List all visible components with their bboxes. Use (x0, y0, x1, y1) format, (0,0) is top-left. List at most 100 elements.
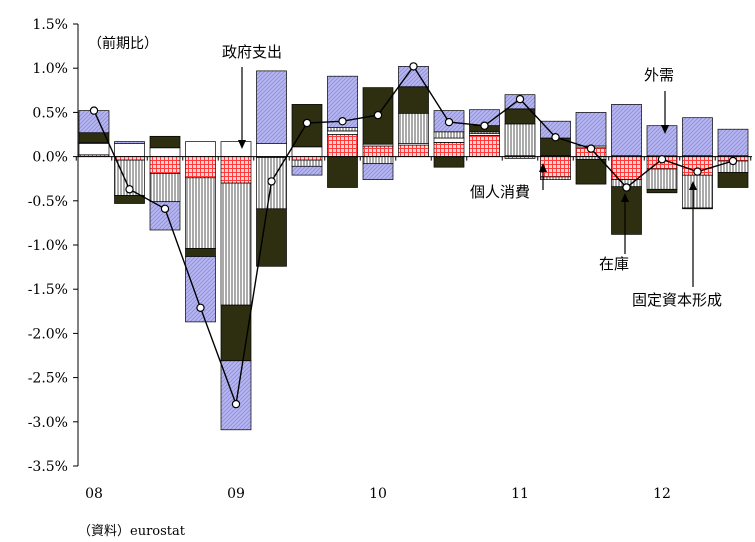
bar-segment-2-2009Q2 (256, 142, 287, 157)
annotation-gaiju: 外需 (644, 66, 674, 84)
bar-segment-2-2008Q2 (114, 142, 145, 157)
gdp-point-2009Q4 (338, 116, 347, 126)
bar-segment-4-2008Q4 (185, 248, 216, 257)
x-tick-label: 09 (227, 486, 245, 502)
bar-segment-2-2009Q1 (220, 141, 252, 157)
gdp-line-layer (89, 62, 738, 409)
bar-segment-5-2009Q3 (291, 165, 323, 176)
bar-segment-3-2011Q2 (540, 176, 571, 180)
y-tick-label: -3.0% (28, 415, 68, 431)
bar-segment-5-2008Q4 (185, 256, 216, 323)
bar-segment-5-2012Q1 (646, 125, 678, 157)
y-tick-label: -2.5% (28, 371, 68, 387)
y-tick-label: 0.5% (32, 105, 68, 121)
bar-segment-1-2010Q1 (362, 145, 394, 157)
arrowhead-zaiko (621, 193, 629, 202)
bar-segment-1-2009Q1 (220, 156, 252, 184)
bar-segment-4-2009Q4 (327, 156, 358, 188)
x-tick-label: 11 (511, 486, 529, 502)
bar-segment-4-2012Q3 (717, 172, 749, 188)
bar-segment-4-2009Q2 (256, 208, 287, 267)
bar-segment-4-2010Q2 (398, 86, 429, 114)
gdp-point-2011Q3 (586, 144, 596, 153)
bar-segment-4-2008Q2 (114, 195, 145, 204)
bar-segment-3-2008Q4 (185, 177, 216, 249)
bar-segment-1-2010Q2 (398, 144, 429, 157)
annotation-kojin: 個人消費 (470, 183, 530, 201)
bar-segment-5-2012Q2 (682, 117, 713, 157)
gdp-point-2011Q2 (551, 132, 560, 142)
annotation-kotei: 固定資本形成 (632, 291, 722, 309)
y-tick-label: -0.5% (28, 194, 68, 210)
bar-segment-2-2010Q3 (433, 137, 465, 143)
bar-segment-3-2011Q1 (504, 123, 536, 157)
gdp-point-2010Q2 (409, 62, 418, 71)
arrowhead-kojin (539, 163, 547, 172)
bar-segment-1-2008Q3 (149, 156, 181, 174)
y-tick-label: 1.0% (32, 61, 68, 77)
gdp-point-2008Q4 (196, 303, 205, 312)
bar-segment-2-2009Q4 (327, 130, 358, 135)
y-tick-label: -1.0% (28, 238, 68, 254)
annotation-seifu: 政府支出 (222, 43, 282, 61)
gdp-point-2012Q3 (728, 156, 738, 166)
bar-segment-3-2010Q3 (433, 131, 465, 139)
bar-segment-1-2010Q4 (469, 135, 500, 157)
bar-segment-3-2008Q3 (149, 173, 181, 203)
bar-segment-2-2009Q3 (291, 146, 323, 157)
bar-segment-5-2009Q2 (256, 70, 287, 144)
bar-segment-3-2009Q4 (327, 127, 358, 132)
gdp-point-2012Q2 (693, 167, 702, 176)
gdp-point-2009Q1 (231, 399, 241, 409)
bar-segment-1-2010Q3 (433, 142, 465, 157)
annotation-zaiko: 在庫 (599, 255, 629, 273)
bar-segment-1-2009Q4 (327, 134, 358, 157)
bar-segment-3-2012Q1 (646, 168, 678, 190)
bar-segment-3-2010Q2 (398, 112, 429, 144)
bar-segment-3-2009Q1 (220, 182, 252, 306)
y-tick-label: 0.0% (32, 150, 68, 166)
bar-segment-1-2008Q2 (114, 156, 145, 161)
bar-segment-4-2012Q1 (646, 188, 678, 194)
bar-segment-4-2009Q1 (220, 304, 252, 362)
bar-segment-5-2012Q3 (717, 128, 749, 157)
bar-segment-1-2011Q2 (540, 156, 571, 178)
axis-layer: 1.5% 1.0% 0.5% 0.0% -0.5% -1.0% -1.5% -2.0% -2.5… (28, 17, 752, 502)
gdp-point-2011Q1 (515, 94, 525, 104)
gdp-point-2009Q2 (267, 177, 276, 186)
bar-segment-2-2008Q3 (149, 147, 181, 157)
bar-segment-4-2011Q3 (575, 158, 607, 185)
gdp-point-2008Q1 (89, 106, 99, 115)
gdp-point-2010Q1 (373, 110, 383, 120)
bar-segment-1-2008Q4 (185, 156, 216, 179)
arrowhead-gaiju (661, 125, 669, 134)
y-tick-label: 1.5% (32, 17, 68, 33)
gdp-point-2010Q4 (480, 121, 489, 130)
y-tick-label: -1.5% (28, 282, 68, 298)
bar-segment-3-2009Q3 (291, 159, 323, 167)
y-tick-label: -3.5% (28, 459, 68, 475)
bar-segment-4-2011Q4 (611, 186, 642, 235)
bar-segment-4-2008Q3 (149, 135, 181, 149)
bar-segment-2-2008Q1 (78, 142, 110, 156)
arrowhead-kotei (689, 181, 697, 190)
annotation-layer: 政府支出 外需 個人消費 在庫 固定資本形成 (222, 43, 722, 309)
bar-segment-4-2010Q3 (433, 156, 465, 168)
source-label: （資料）eurostat (78, 524, 186, 539)
bar-segment-3-2010Q1 (362, 156, 394, 165)
gdp-point-2012Q1 (657, 155, 667, 164)
bar-segment-5-2011Q3 (575, 112, 607, 147)
gdp-point-2010Q3 (444, 117, 454, 127)
bar-segment-5-2010Q1 (362, 163, 394, 180)
y-tick-label: -2.0% (28, 326, 68, 342)
bar-segment-2-2008Q4 (185, 141, 216, 157)
gdp-point-2008Q3 (160, 204, 170, 213)
gdp-point-2009Q3 (302, 118, 312, 128)
x-tick-label: 12 (653, 486, 671, 502)
bar-segment-3-2012Q2 (682, 174, 713, 209)
x-tick-label: 10 (369, 486, 387, 502)
bar-segment-1-2009Q3 (291, 156, 323, 161)
bar-segment-5-2008Q2 (114, 141, 145, 144)
bars-layer (78, 66, 749, 431)
